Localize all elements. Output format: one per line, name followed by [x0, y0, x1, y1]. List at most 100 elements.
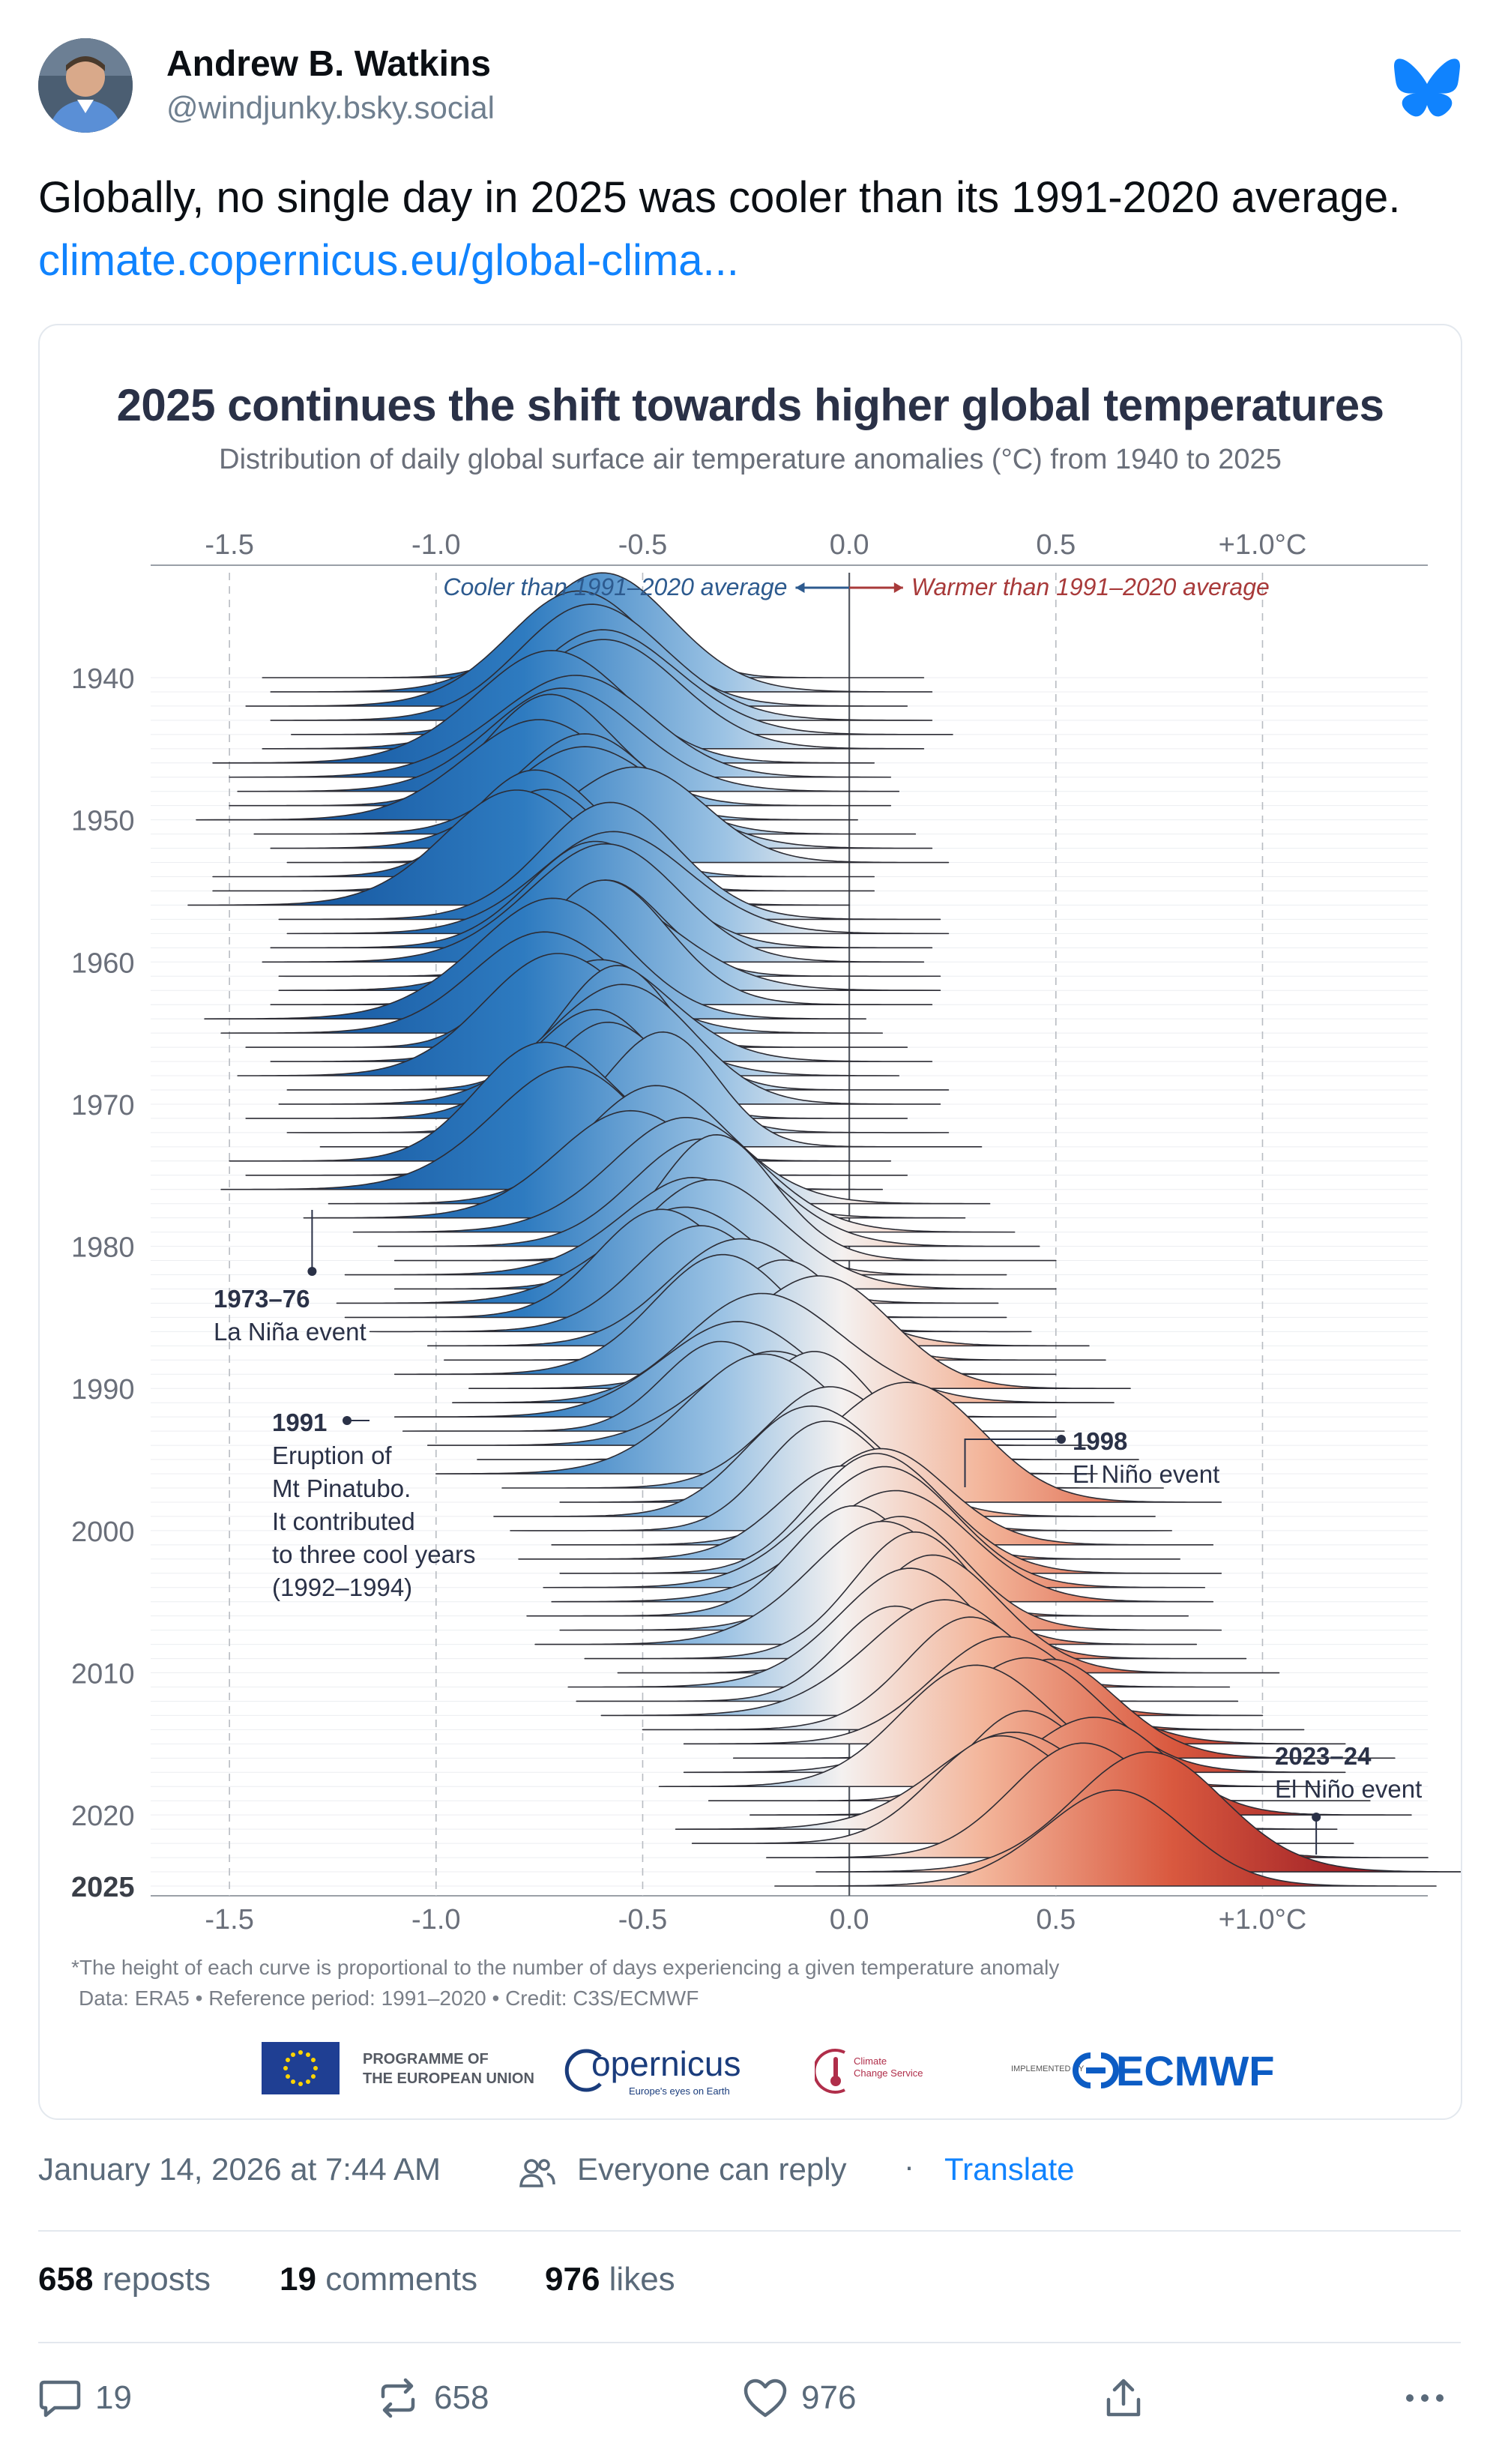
x-tick-label-top: 0.5	[1036, 529, 1076, 561]
annotation-1998: 1998 El Niño event	[964, 1427, 1219, 1488]
x-tick-label-bottom: -1.0	[411, 1904, 460, 1936]
annotation-1973–76: 1973–76 La Niña event	[214, 1210, 367, 1346]
reply-button[interactable]: 19	[38, 2372, 132, 2424]
c3s-line-1: Climate	[854, 2055, 887, 2067]
cooler-label: Cooler than 1991–2020 average	[443, 573, 787, 600]
ridgeline-chart: -1.5 -1.5 -1.0 -1.0 -0.5 -0.5 0.0 0.0 0.5 0.5 +1.0…	[71, 529, 1461, 1936]
year-label-1990: 1990	[71, 1374, 135, 1406]
year-label-1960: 1960	[71, 948, 135, 979]
annotation-line: Eruption of	[272, 1442, 392, 1469]
reposts-count: 658	[38, 2261, 94, 2298]
divider-top	[38, 2230, 1461, 2232]
translate-link[interactable]: Translate	[944, 2151, 1075, 2187]
repost-icon	[381, 2378, 415, 2418]
more-icon	[1406, 2394, 1444, 2402]
repost-count: 658	[434, 2379, 489, 2416]
action-bar: 19 658 976	[38, 2372, 1462, 2424]
ridgeline-1998	[559, 1382, 1222, 1503]
chart-title: 2025 continues the shift towards higher …	[116, 380, 1384, 430]
reply-setting: Everyone can reply	[577, 2151, 847, 2187]
year-label-2000: 2000	[71, 1516, 135, 1548]
eu-programme-label: PROGRAMME OF THE EUROPEAN UNION	[363, 2049, 534, 2088]
warm-arrow-head	[893, 582, 903, 593]
annotation-title: 1998	[1073, 1427, 1127, 1455]
comment-icon	[39, 2380, 81, 2418]
year-label-1980: 1980	[71, 1232, 135, 1264]
annotation-line: La Niña event	[214, 1318, 367, 1346]
x-tick-label-bottom: -1.5	[205, 1904, 253, 1936]
comments-count: 19	[280, 2261, 316, 2298]
annotation-title: 2023–24	[1275, 1742, 1372, 1770]
comments-stat[interactable]: 19 comments	[280, 2261, 477, 2298]
annotation-1991: 1991 Eruption of Mt Pinatubo. It contribute…	[272, 1409, 475, 1601]
post-text: Globally, no single day in 2025 was cool…	[38, 166, 1462, 292]
year-label-1970: 1970	[71, 1090, 135, 1121]
copernicus-c-icon	[564, 2049, 602, 2092]
implemented-by-label: IMPLEMENTED BY	[1011, 2064, 1085, 2073]
author-name[interactable]: Andrew B. Watkins	[166, 44, 491, 84]
likes-count: 976	[545, 2261, 600, 2298]
embedded-image[interactable]: 2025 continues the shift towards higher …	[38, 324, 1462, 2120]
x-tick-label-bottom: +1.0°C	[1219, 1904, 1307, 1936]
likes-stat[interactable]: 976 likes	[545, 2261, 675, 2298]
meta-separator: ·	[904, 2148, 914, 2184]
warmer-label: Warmer than 1991–2020 average	[911, 573, 1270, 600]
chart-footnote: *The height of each curve is proportiona…	[71, 1956, 1060, 1979]
post-timestamp[interactable]: January 14, 2026 at 7:44 AM	[38, 2151, 441, 2187]
year-label-2010: 2010	[71, 1659, 135, 1690]
copernicus-logo-text: opernicus	[591, 2044, 741, 2083]
annotation-line: Mt Pinatubo.	[272, 1475, 411, 1502]
more-options-button[interactable]	[1402, 2372, 1461, 2424]
eu-stars	[283, 2050, 318, 2086]
annotation-line: El Niño event	[1073, 1460, 1219, 1488]
reposts-stat[interactable]: 658 reposts	[38, 2261, 211, 2298]
chart-data-credit: Data: ERA5 • Reference period: 1991–2020…	[79, 1986, 699, 2010]
ecmwf-logo-text: ECMWF	[1116, 2047, 1275, 2094]
share-button[interactable]	[1103, 2372, 1158, 2424]
year-label-1950: 1950	[71, 806, 135, 837]
like-button[interactable]: 976	[743, 2372, 856, 2424]
divider-bottom	[38, 2342, 1461, 2343]
c3s-logo-text: Climate Change Service	[854, 2055, 923, 2079]
c3s-thermometer-icon	[815, 2049, 845, 2094]
partner-logos: PROGRAMME OF THE EUROPEAN UNION opernicu…	[262, 2042, 1275, 2102]
eu-label-line-1: PROGRAMME OF	[363, 2051, 489, 2067]
reply-count: 19	[95, 2379, 132, 2416]
year-label-1940: 1940	[71, 663, 135, 695]
annotation-title: 1973–76	[214, 1285, 310, 1313]
comments-label: comments	[325, 2261, 478, 2298]
copernicus-tagline: Europe's eyes on Earth	[629, 2085, 730, 2097]
x-tick-label-top: 0.0	[830, 529, 869, 561]
ecmwf-symbol-icon	[1073, 2052, 1119, 2088]
x-tick-label-bottom: 0.5	[1036, 1904, 1076, 1936]
post-link[interactable]: climate.copernicus.eu/global-clima...	[38, 236, 739, 285]
post-body: Globally, no single day in 2025 was cool…	[38, 173, 1401, 222]
bluesky-butterfly-icon[interactable]	[1394, 58, 1460, 117]
eu-label-line-2: THE EUROPEAN UNION	[363, 2070, 534, 2087]
annotation-line: to three cool years	[272, 1540, 475, 1568]
people-icon	[519, 2159, 555, 2187]
annotation-line: (1992–1994)	[272, 1573, 412, 1601]
x-tick-label-bottom: -0.5	[618, 1904, 667, 1936]
x-tick-label-bottom: 0.0	[830, 1904, 869, 1936]
annotation-leader	[964, 1439, 1061, 1487]
annotation-title: 1991	[272, 1409, 327, 1436]
x-tick-label-top: -1.0	[411, 529, 460, 561]
heart-icon	[744, 2379, 787, 2418]
c3s-line-2: Change Service	[854, 2067, 923, 2079]
likes-label: likes	[609, 2261, 675, 2298]
x-tick-label-top: +1.0°C	[1219, 529, 1307, 561]
x-tick-label-top: -1.5	[205, 529, 253, 561]
annotation-2023–24: 2023–24 El Niño event	[1275, 1742, 1422, 1855]
annotation-line: It contributed	[272, 1507, 415, 1535]
avatar[interactable]	[38, 38, 133, 133]
cool-arrow-head	[795, 582, 805, 593]
author-handle[interactable]: @windjunky.bsky.social	[166, 90, 495, 125]
year-label-2020: 2020	[71, 1801, 135, 1832]
year-label-2025: 2025	[71, 1872, 135, 1903]
repost-button[interactable]: 658	[375, 2372, 489, 2424]
eu-flag-icon	[262, 2042, 340, 2094]
ridgeline-2025	[774, 1789, 1437, 1887]
share-icon	[1106, 2379, 1141, 2417]
